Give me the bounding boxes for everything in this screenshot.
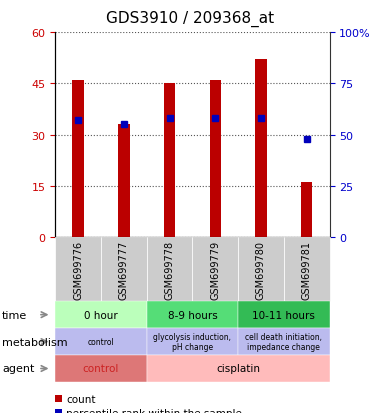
Text: GSM699776: GSM699776 bbox=[73, 240, 83, 299]
Text: 0 hour: 0 hour bbox=[84, 310, 118, 320]
Text: percentile rank within the sample: percentile rank within the sample bbox=[66, 408, 242, 413]
Text: GSM699781: GSM699781 bbox=[302, 240, 312, 299]
Text: control: control bbox=[83, 363, 119, 374]
Bar bbox=[55, 395, 62, 402]
Bar bbox=[118, 125, 130, 237]
Text: metabolism: metabolism bbox=[2, 337, 67, 347]
Text: GSM699780: GSM699780 bbox=[256, 240, 266, 299]
Bar bbox=[72, 81, 84, 237]
Text: time: time bbox=[2, 310, 27, 320]
Bar bbox=[164, 84, 175, 237]
Text: glycolysis induction,
pH change: glycolysis induction, pH change bbox=[154, 332, 231, 351]
Text: count: count bbox=[66, 394, 95, 404]
Text: cisplatin: cisplatin bbox=[216, 363, 260, 374]
Bar bbox=[301, 183, 312, 237]
Bar bbox=[255, 60, 267, 237]
Text: GSM699777: GSM699777 bbox=[119, 240, 129, 299]
Text: GSM699779: GSM699779 bbox=[210, 240, 220, 299]
Bar bbox=[210, 81, 221, 237]
Bar bbox=[55, 409, 62, 413]
Text: GSM699778: GSM699778 bbox=[165, 240, 174, 299]
Text: 10-11 hours: 10-11 hours bbox=[252, 310, 315, 320]
Text: agent: agent bbox=[2, 363, 34, 374]
Text: 8-9 hours: 8-9 hours bbox=[168, 310, 217, 320]
Text: cell death initiation,
impedance change: cell death initiation, impedance change bbox=[245, 332, 322, 351]
Text: control: control bbox=[88, 337, 114, 346]
Text: GDS3910 / 209368_at: GDS3910 / 209368_at bbox=[106, 10, 275, 26]
